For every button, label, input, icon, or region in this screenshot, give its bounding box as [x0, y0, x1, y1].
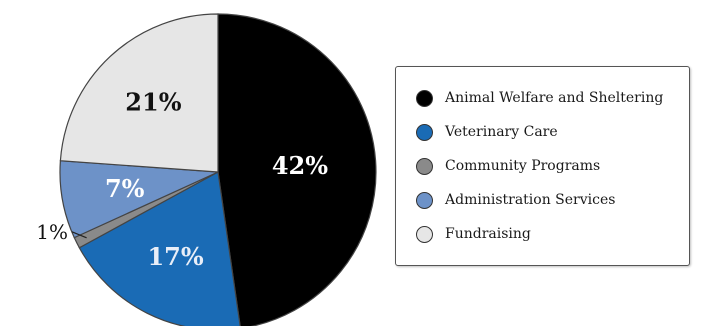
legend-item-veterinary-care: Veterinary Care: [416, 115, 689, 149]
pie-slices: [59, 13, 377, 326]
legend-label: Community Programs: [445, 158, 601, 174]
legend-item-community-programs: Community Programs: [416, 149, 689, 183]
legend-swatch-icon: [416, 191, 433, 209]
legend-swatch-icon: [416, 225, 433, 243]
legend-label: Animal Welfare and Sheltering: [445, 90, 664, 106]
legend-item-animal-welfare: Animal Welfare and Sheltering: [416, 81, 689, 115]
legend-swatch-icon: [416, 157, 433, 175]
pie-label-animal-welfare-and-sheltering: 42%: [272, 151, 328, 180]
pie-slice-veterinary-care: [78, 171, 241, 326]
legend-label: Administration Services: [445, 192, 616, 208]
pie-label-fundraising: 21%: [125, 88, 181, 117]
legend-swatch-icon: [416, 89, 433, 107]
legend-label: Veterinary Care: [445, 124, 558, 140]
pie-label-community-programs: 1%: [36, 220, 68, 244]
legend-item-fundraising: Fundraising: [416, 217, 689, 251]
legend: Animal Welfare and Sheltering Veterinary…: [395, 66, 690, 266]
pie-slice-animal-welfare-and-sheltering: [217, 13, 377, 326]
pie-labels: 42% 17% 1% 7% 21%: [36, 88, 328, 271]
pie-label-veterinary-care: 17%: [147, 242, 203, 271]
legend-swatch-icon: [416, 123, 433, 141]
legend-item-administration-services: Administration Services: [416, 183, 689, 217]
pie-slice-fundraising: [59, 13, 219, 173]
legend-label: Fundraising: [445, 226, 531, 242]
pie-label-administration-services: 7%: [105, 174, 145, 203]
pie-leader-line: [71, 231, 87, 239]
